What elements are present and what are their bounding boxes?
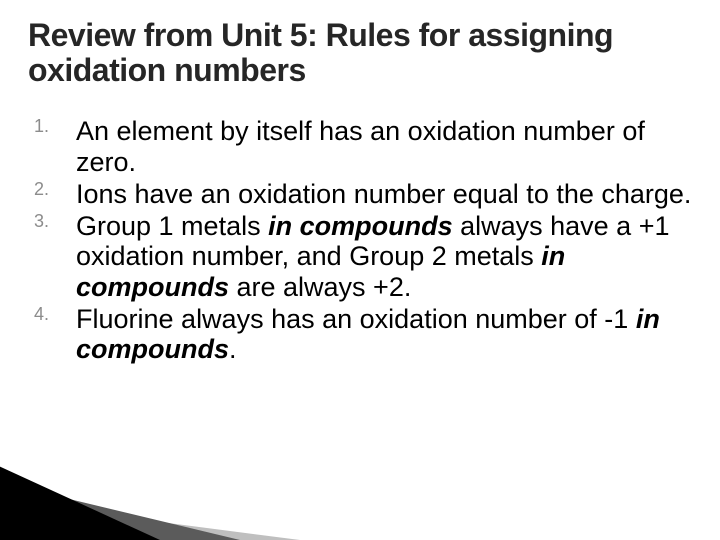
slide-title: Review from Unit 5: Rules for assigning … — [28, 18, 702, 88]
emphasis-text: in compounds — [268, 211, 453, 241]
list-number: 4. — [28, 304, 76, 325]
plain-text: Group 1 metals — [76, 211, 268, 241]
list-item: 3.Group 1 metals in compounds always hav… — [28, 211, 702, 302]
list-number: 2. — [28, 179, 76, 200]
list-item: 2.Ions have an oxidation number equal to… — [28, 179, 702, 209]
plain-text: Fluorine always has an oxidation number … — [76, 304, 636, 334]
list-item: 1.An element by itself has an oxidation … — [28, 116, 702, 176]
list-item: 4.Fluorine always has an oxidation numbe… — [28, 304, 702, 364]
decorative-wedge — [0, 450, 300, 540]
slide: Review from Unit 5: Rules for assigning … — [0, 0, 720, 540]
rules-list: 1.An element by itself has an oxidation … — [28, 116, 702, 364]
plain-text: An element by itself has an oxidation nu… — [76, 116, 645, 176]
plain-text: are always +2. — [229, 272, 411, 302]
wedge-layer-2 — [0, 480, 240, 540]
list-body: Group 1 metals in compounds always have … — [76, 211, 702, 302]
wedge-layer-1 — [0, 500, 300, 540]
list-body: Ions have an oxidation number equal to t… — [76, 179, 702, 209]
list-body: Fluorine always has an oxidation number … — [76, 304, 702, 364]
plain-text: Ions have an oxidation number equal to t… — [76, 179, 691, 209]
plain-text: . — [229, 334, 237, 364]
list-number: 1. — [28, 116, 76, 137]
wedge-layer-3 — [0, 462, 160, 540]
list-body: An element by itself has an oxidation nu… — [76, 116, 702, 176]
list-number: 3. — [28, 211, 76, 232]
